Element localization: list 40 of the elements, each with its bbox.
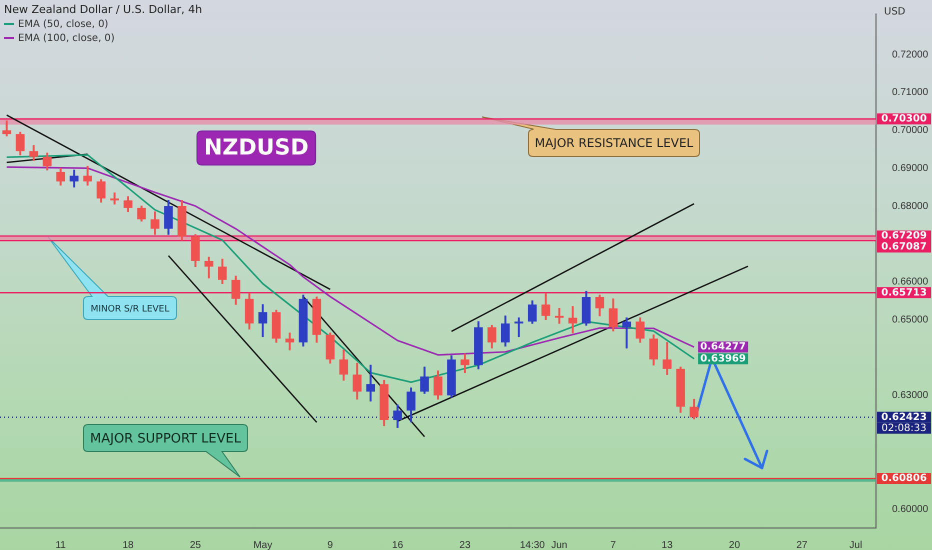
- x-tick-label: 20: [728, 540, 740, 550]
- annotation: MAJOR SUPPORT LEVEL: [90, 431, 242, 446]
- ref-line-label: 0.60806: [881, 473, 927, 484]
- y-tick-label: 0.63000: [892, 390, 929, 402]
- ref-line-label: 0.67209: [881, 230, 927, 242]
- x-tick-label: 14:30: [520, 540, 546, 550]
- legend-label: EMA (100, close, 0): [18, 32, 115, 44]
- y-tick-label: 0.68000: [892, 200, 929, 212]
- x-tick-label: 11: [55, 540, 66, 550]
- ref-line-label: 0.67087: [881, 242, 927, 253]
- y-tick-label: 0.69000: [892, 162, 929, 174]
- legend-label: EMA (50, close, 0): [18, 18, 108, 30]
- x-tick-label: 18: [122, 540, 134, 550]
- data-label: 0.63969: [700, 353, 746, 364]
- x-tick-label: Jul: [849, 540, 862, 550]
- x-tick-label: May: [253, 540, 272, 550]
- x-tick-label: 7: [610, 540, 616, 550]
- ref-line-label: 0.62423: [881, 412, 927, 423]
- y-tick-label: 0.71000: [892, 87, 929, 98]
- ref-line-label: 0.65713: [881, 287, 927, 298]
- x-tick-label: 23: [459, 540, 471, 550]
- data-label: 0.64277: [700, 342, 746, 353]
- y-axis-title: USD: [884, 6, 906, 18]
- y-tick-label: 0.60000: [892, 504, 929, 515]
- x-tick-label: 9: [327, 540, 334, 550]
- chart-title: New Zealand Dollar / U.S. Dollar, 4h: [4, 3, 202, 16]
- annotation: NZDUSD: [204, 136, 309, 161]
- x-tick-label: 13: [662, 540, 674, 550]
- ref-line-label: 0.70300: [881, 114, 927, 125]
- y-tick-label: 0.65000: [892, 314, 929, 326]
- y-tick-label: 0.66000: [892, 276, 929, 288]
- x-tick-label: Jun: [551, 540, 568, 550]
- x-tick-label: 25: [190, 540, 202, 550]
- x-tick-label: 16: [392, 540, 404, 550]
- y-tick-label: 0.72000: [892, 49, 929, 60]
- y-tick-label: 0.70000: [892, 125, 929, 136]
- annotation: MAJOR RESISTANCE LEVEL: [534, 136, 694, 150]
- x-tick-label: 27: [796, 540, 808, 550]
- annotation: MINOR S/R LEVEL: [90, 304, 170, 314]
- text: 02:08:33: [882, 422, 926, 434]
